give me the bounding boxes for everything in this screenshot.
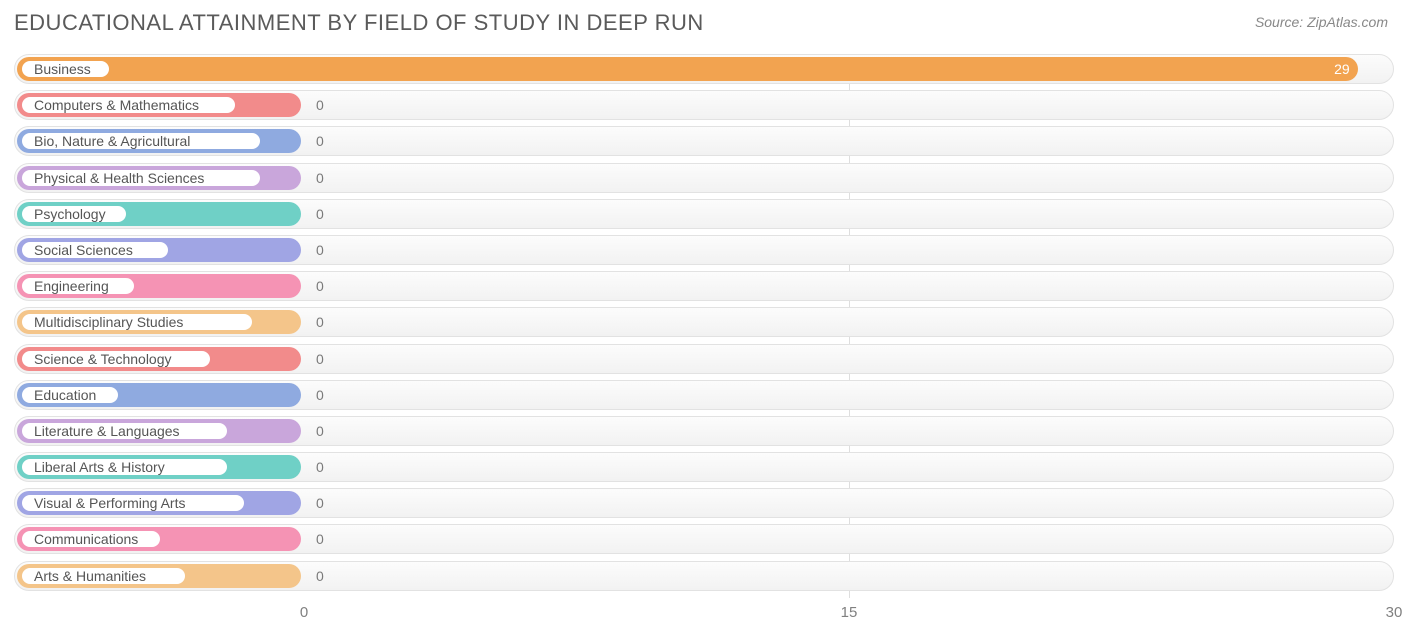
chart-row: 0 Physical & Health Sciences (14, 163, 1394, 193)
category-chip: Literature & Languages (20, 421, 229, 441)
value-bar: 29 (17, 57, 1358, 81)
category-chip: Computers & Mathematics (20, 95, 237, 115)
x-tick-label: 15 (841, 604, 858, 621)
category-label: Engineering (22, 278, 134, 294)
bar-value-label: 0 (316, 170, 324, 186)
chart-area: 29 Business 0 Computers & Mathematics 0 Bio, … (14, 54, 1394, 598)
chart-row: 0 Social Sciences (14, 235, 1394, 265)
category-label: Liberal Arts & History (22, 459, 227, 475)
chart-row: 0 Engineering (14, 271, 1394, 301)
category-label: Science & Technology (22, 351, 210, 367)
chart-row: 0 Multidisciplinary Studies (14, 307, 1394, 337)
category-label: Literature & Languages (22, 423, 227, 439)
chart-row: 0 Arts & Humanities (14, 561, 1394, 591)
chart-row: 0 Communications (14, 524, 1394, 554)
chart-row: 0 Science & Technology (14, 344, 1394, 374)
bar-value-label: 0 (316, 133, 324, 149)
chart-row: 0 Visual & Performing Arts (14, 488, 1394, 518)
bar-value-label: 0 (316, 351, 324, 367)
bar-value-label: 0 (316, 242, 324, 258)
category-label: Education (22, 387, 118, 403)
category-label: Social Sciences (22, 242, 168, 258)
bar-value-label: 29 (1334, 61, 1350, 77)
bar-value-label: 0 (316, 495, 324, 511)
chart-title: EDUCATIONAL ATTAINMENT BY FIELD OF STUDY… (14, 10, 704, 36)
chart-row: 0 Liberal Arts & History (14, 452, 1394, 482)
bar-value-label: 0 (316, 314, 324, 330)
category-chip: Bio, Nature & Agricultural (20, 131, 262, 151)
bar-value-label: 0 (316, 459, 324, 475)
bar-value-label: 0 (316, 387, 324, 403)
category-chip: Business (20, 59, 111, 79)
source-label: Source: ZipAtlas.com (1255, 14, 1388, 30)
category-chip: Social Sciences (20, 240, 170, 260)
category-label: Communications (22, 531, 160, 547)
chart-row: 0 Computers & Mathematics (14, 90, 1394, 120)
category-chip: Science & Technology (20, 349, 212, 369)
category-chip: Physical & Health Sciences (20, 168, 262, 188)
category-label: Computers & Mathematics (22, 97, 235, 113)
category-chip: Education (20, 385, 120, 405)
category-label: Arts & Humanities (22, 568, 185, 584)
bar-value-label: 0 (316, 278, 324, 294)
chart-row: 0 Bio, Nature & Agricultural (14, 126, 1394, 156)
bar-value-label: 0 (316, 206, 324, 222)
category-label: Bio, Nature & Agricultural (22, 133, 260, 149)
category-chip: Liberal Arts & History (20, 457, 229, 477)
category-label: Visual & Performing Arts (22, 495, 244, 511)
category-label: Physical & Health Sciences (22, 170, 260, 186)
chart-row: 0 Education (14, 380, 1394, 410)
bar-value-label: 0 (316, 97, 324, 113)
category-label: Multidisciplinary Studies (22, 314, 252, 330)
chart-row: 0 Psychology (14, 199, 1394, 229)
category-chip: Multidisciplinary Studies (20, 312, 254, 332)
bar-value-label: 0 (316, 531, 324, 547)
chart-row: 29 Business (14, 54, 1394, 84)
x-tick-label: 0 (300, 604, 308, 621)
x-axis: 01530 (14, 598, 1394, 632)
bar-value-label: 0 (316, 568, 324, 584)
category-chip: Engineering (20, 276, 136, 296)
chart-row: 0 Literature & Languages (14, 416, 1394, 446)
x-tick-label: 30 (1386, 604, 1403, 621)
category-chip: Psychology (20, 204, 128, 224)
bar-value-label: 0 (316, 423, 324, 439)
category-chip: Visual & Performing Arts (20, 493, 246, 513)
category-chip: Arts & Humanities (20, 566, 187, 586)
category-label: Psychology (22, 206, 126, 222)
category-label: Business (22, 61, 109, 77)
category-chip: Communications (20, 529, 162, 549)
